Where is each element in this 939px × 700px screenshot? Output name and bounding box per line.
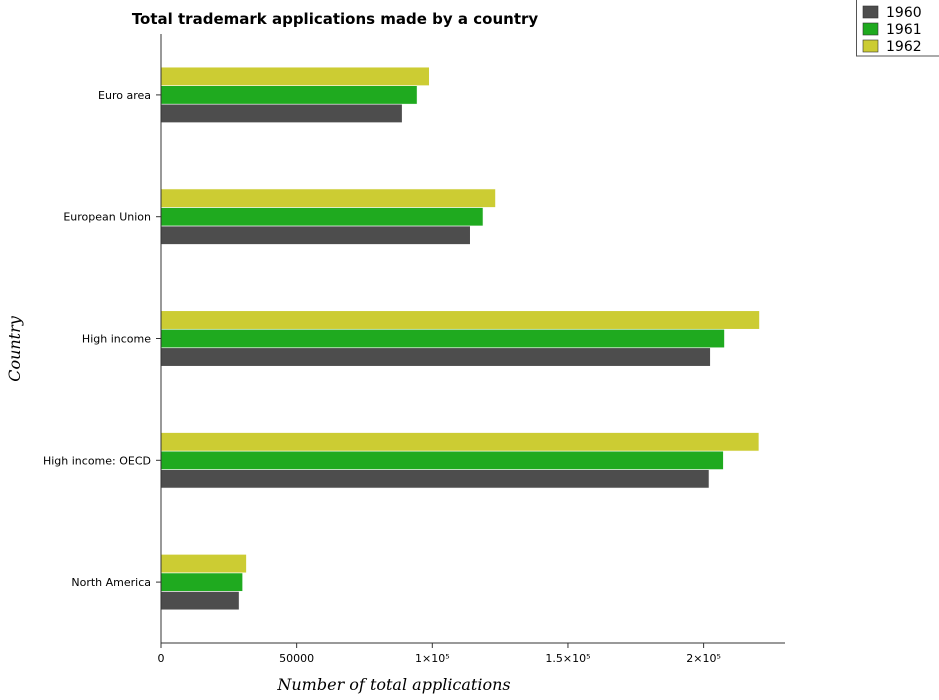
y-tick-label: North America <box>71 576 151 589</box>
y-tick-label: Euro area <box>98 89 151 102</box>
axes-layer: Euro area European Union High income High i… <box>43 34 785 665</box>
bar-1962-euro-area <box>160 66 430 86</box>
legend-swatch-1962 <box>862 39 879 53</box>
x-axis-label: Number of total applications <box>276 675 510 694</box>
legend-label-1961: 1961 <box>886 22 922 38</box>
x-tick-label: 50000 <box>279 652 314 665</box>
bar-1960-north-america <box>160 591 240 611</box>
bar-1960-european-union <box>160 225 471 245</box>
x-tick-label: 2×10⁵ <box>686 652 721 665</box>
legend-swatch-1961 <box>862 22 879 36</box>
bar-1962-high-income-oecd <box>160 432 760 452</box>
x-tick-label: 1×10⁵ <box>415 652 450 665</box>
legend-swatch-1960 <box>862 5 879 19</box>
chart-title: Total trademark applications made by a c… <box>132 10 539 28</box>
bar-1961-euro-area <box>160 85 418 105</box>
bar-1962-european-union <box>160 188 496 208</box>
x-tick-label: 0 <box>158 652 165 665</box>
bar-1961-high-income <box>160 328 725 349</box>
bars-layer <box>160 66 760 611</box>
y-tick-label: High income: OECD <box>43 454 151 467</box>
bar-1960-euro-area <box>160 103 403 123</box>
bar-1960-high-income <box>160 347 711 367</box>
y-axis-label: Country <box>5 315 24 382</box>
bar-1962-high-income <box>160 310 760 330</box>
legend-label-1962: 1962 <box>886 39 922 55</box>
bar-1961-north-america <box>160 572 243 592</box>
y-tick-label: European Union <box>63 211 151 224</box>
bar-1962-north-america <box>160 554 247 574</box>
y-tick-label: High income <box>82 333 151 346</box>
bar-1961-european-union <box>160 207 484 227</box>
x-tick-label: 1.5×10⁵ <box>545 652 590 665</box>
bar-1960-high-income-oecd <box>160 469 710 489</box>
bar-1961-high-income-oecd <box>160 450 724 470</box>
legend-label-1960: 1960 <box>886 5 922 21</box>
